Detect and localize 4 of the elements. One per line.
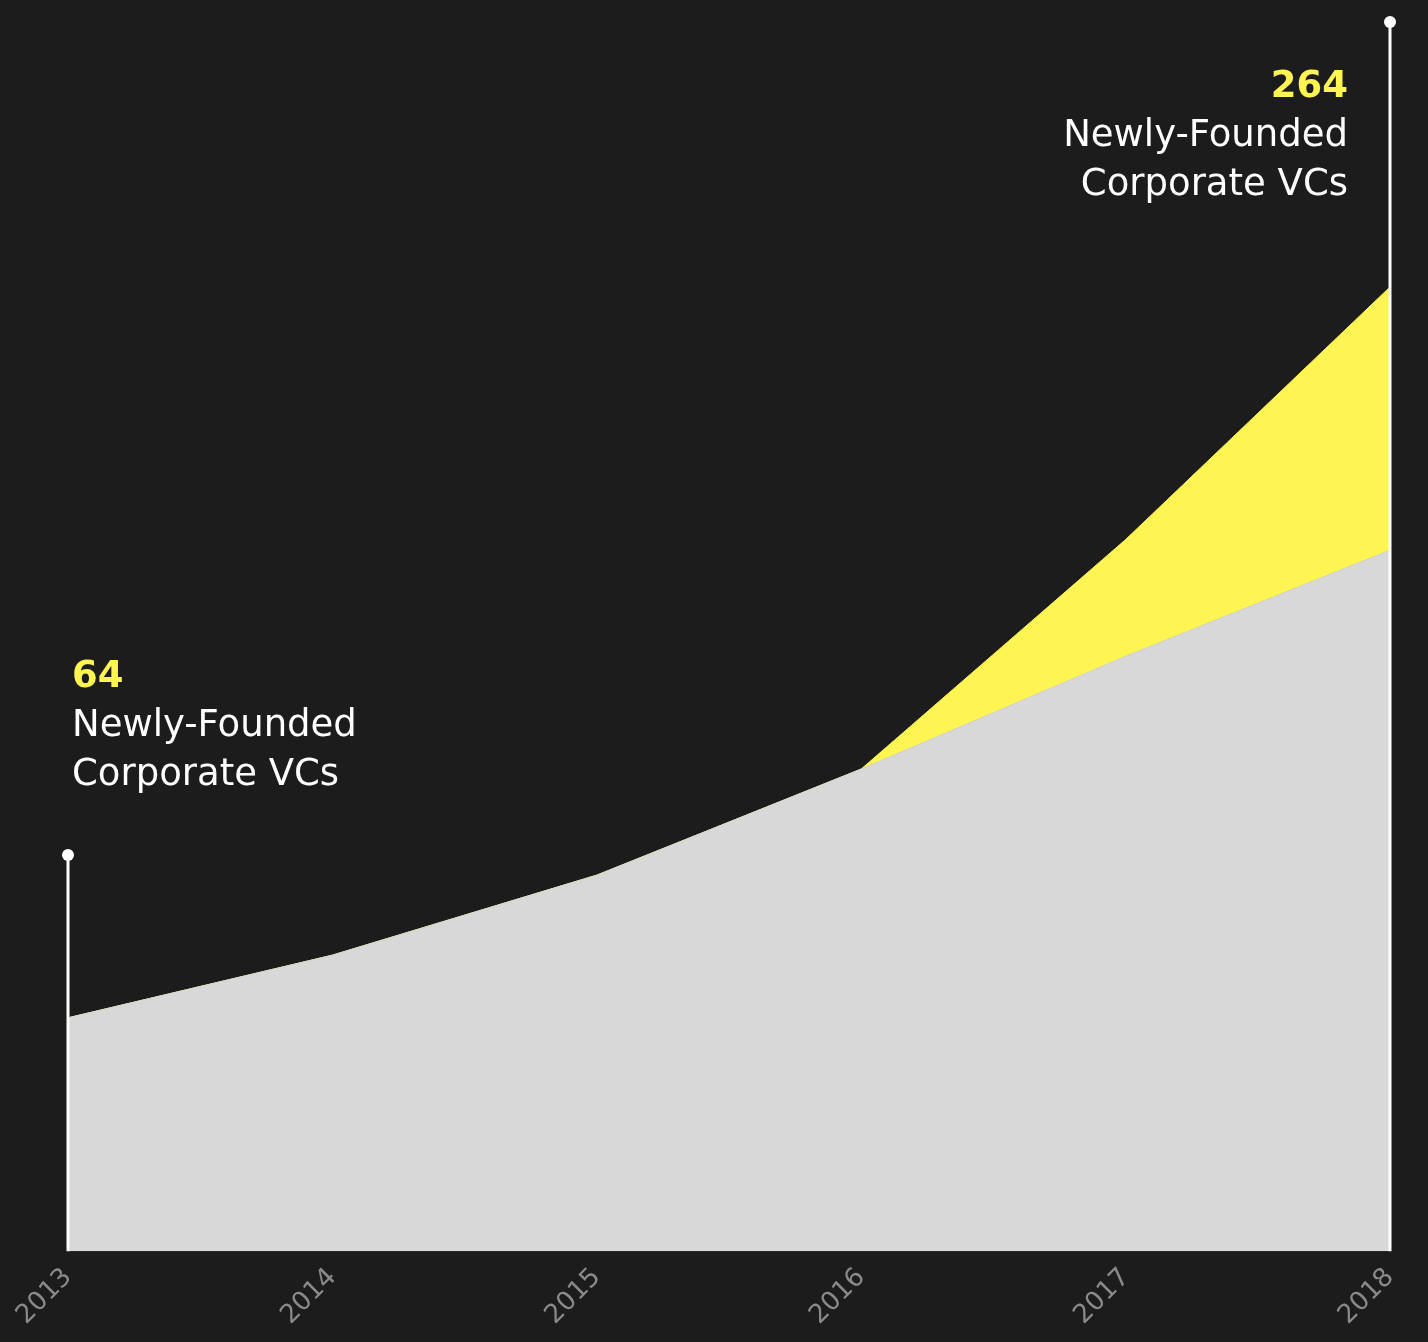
annotation: Newly-Founded Corporate VCs [72,701,358,796]
annotation: 64 [72,652,125,698]
text: 264 [1269,62,1348,108]
text: Newly-Founded Corporate VCs [1062,111,1348,206]
